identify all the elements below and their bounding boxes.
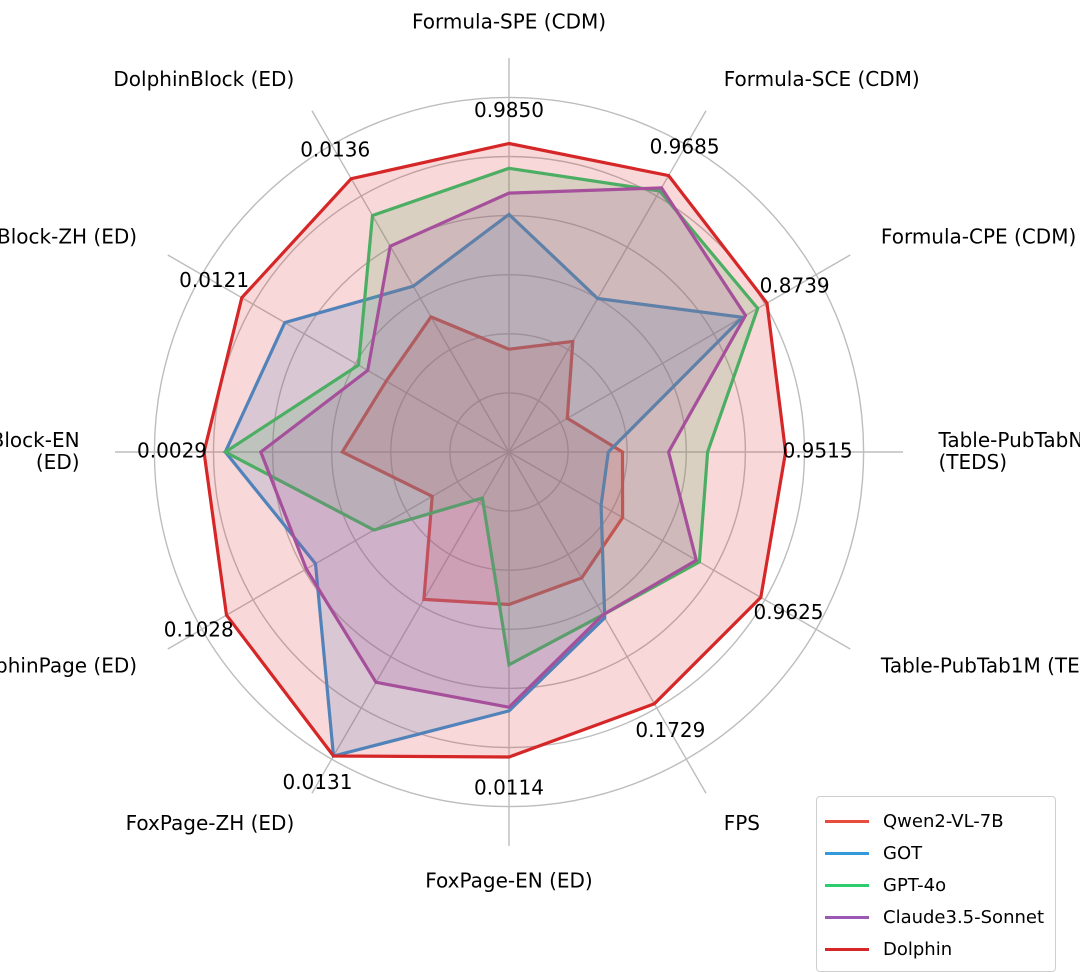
axis-label-12: DolphinBlock (ED) <box>113 67 294 91</box>
value-label-4: 0.9515 <box>783 439 853 463</box>
series-fill-3 <box>225 168 758 665</box>
axis-label-8: FoxPage-ZH (ED) <box>126 810 295 834</box>
legend-label: GOT <box>883 842 923 864</box>
series-fill-4 <box>260 187 746 708</box>
series-line-2 <box>223 212 746 759</box>
series-line-3 <box>222 166 760 668</box>
value-label-1: 0.9850 <box>474 98 544 122</box>
series-line-4 <box>258 186 748 710</box>
value-label-8: 0.0131 <box>282 770 352 794</box>
series-fill-1 <box>342 316 623 605</box>
value-label-11: 0.0121 <box>179 268 249 292</box>
series-fill-2 <box>225 214 743 756</box>
value-label-3: 0.8739 <box>760 274 830 298</box>
value-label-7: 0.0114 <box>474 775 544 799</box>
legend-item-1: Qwen2-VL-7B <box>825 805 1055 837</box>
value-label-2: 0.9685 <box>650 134 720 158</box>
axis-spoke-11 <box>167 254 510 453</box>
axis-label-6: FPS <box>724 810 760 834</box>
axis-spoke-12 <box>311 110 510 453</box>
axis-label-2: Formula-SCE (CDM) <box>724 67 920 91</box>
legend-swatch <box>825 947 869 951</box>
legend-swatch <box>825 883 869 887</box>
axis-label-4: Table-PubTabNet(TEDS) <box>937 428 1080 474</box>
series-line-5 <box>202 141 788 759</box>
legend-item-5: Dolphin <box>825 933 1055 965</box>
axis-spoke-9 <box>167 451 510 650</box>
series-line-1 <box>340 314 625 607</box>
label-layer: Formula-SPE (CDM) Formula-SCE (CDM) Formul… <box>0 9 1080 892</box>
legend: Qwen2-VL-7B GOT GPT-4o Claude3.5-Sonnet Dolp… <box>816 796 1056 972</box>
legend-item-4: Claude3.5-Sonnet <box>825 901 1055 933</box>
series-layer <box>202 141 788 759</box>
axis-label-1: Formula-SPE (CDM) <box>412 9 606 33</box>
legend-label: Claude3.5-Sonnet <box>883 906 1045 928</box>
value-label-10: 0.0029 <box>137 439 207 463</box>
axis-spoke-5 <box>508 451 851 650</box>
legend-label: Dolphin <box>883 938 953 960</box>
axis-label-10: FoxBlock-EN(ED) <box>0 428 80 474</box>
legend-label: GPT-4o <box>883 874 947 896</box>
value-label-6: 0.1729 <box>635 718 705 742</box>
value-label-9: 0.1028 <box>164 618 234 642</box>
axis-spoke-8 <box>311 451 510 794</box>
legend-swatch <box>825 819 869 823</box>
value-label-12: 0.0136 <box>300 137 370 161</box>
legend-swatch <box>825 915 869 919</box>
legend-swatch <box>825 851 869 855</box>
axis-label-5: Table-PubTab1M (TEDS) <box>880 653 1080 677</box>
legend-item-2: GOT <box>825 837 1055 869</box>
legend-label: Qwen2-VL-7B <box>883 810 1004 832</box>
axis-label-11: FoxBlock-ZH (ED) <box>0 224 137 248</box>
axis-label-9: DolphinPage (ED) <box>0 653 137 677</box>
axis-label-7: FoxPage-EN (ED) <box>425 868 592 892</box>
axis-label-3: Formula-CPE (CDM) <box>881 224 1076 248</box>
axis-spoke-2 <box>508 110 707 453</box>
series-fill-5 <box>204 143 786 757</box>
axis-spoke-6 <box>508 451 707 794</box>
legend-item-3: GPT-4o <box>825 869 1055 901</box>
value-label-5: 0.9625 <box>754 600 824 624</box>
